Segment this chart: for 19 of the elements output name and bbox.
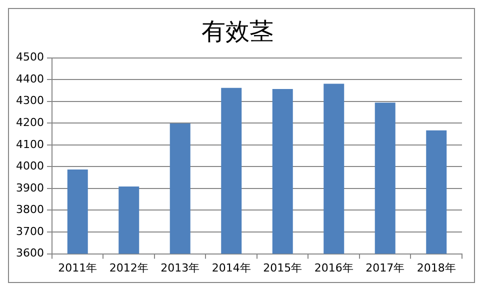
x-tick-label: 2013年 <box>160 261 200 274</box>
y-tick-label: 4300 <box>16 94 44 108</box>
y-tick-label: 4400 <box>16 72 44 86</box>
y-tick-label: 4500 <box>16 50 44 64</box>
y-tick-label: 3900 <box>16 181 44 194</box>
x-tick-label: 2018年 <box>416 261 456 274</box>
x-tick-label: 2014年 <box>212 261 251 274</box>
y-tick-label: 4000 <box>16 160 44 173</box>
x-tick-label: 2016年 <box>314 261 354 274</box>
y-tick-label: 4200 <box>16 116 44 129</box>
y-tick-label: 3600 <box>16 246 44 260</box>
y-tick-label: 3800 <box>16 203 44 216</box>
y-tick-label: 4100 <box>16 138 44 151</box>
x-tick-label: 2011年 <box>58 261 98 274</box>
x-tick-label: 2012年 <box>109 261 148 274</box>
y-tick-label: 3700 <box>16 224 44 238</box>
x-tick-label: 2017年 <box>366 261 405 274</box>
chart-title: 有效茎 <box>202 18 274 46</box>
x-tick-label: 2015年 <box>263 261 302 274</box>
